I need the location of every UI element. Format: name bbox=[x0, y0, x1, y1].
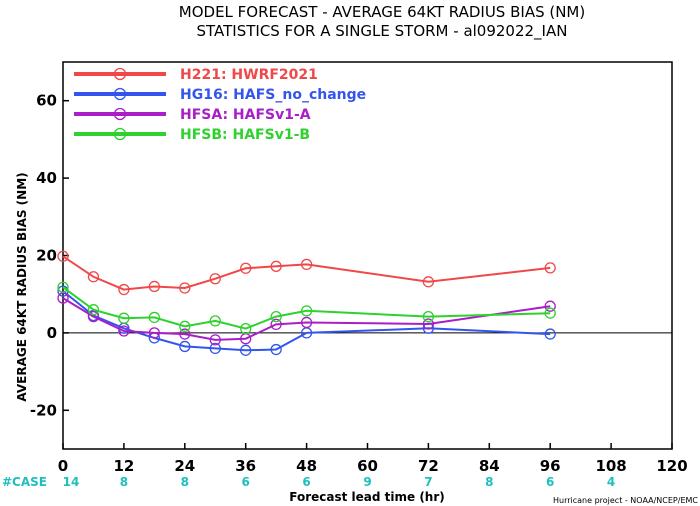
series-marker bbox=[240, 262, 252, 274]
series-marker bbox=[57, 292, 69, 304]
series-marker bbox=[179, 340, 191, 353]
series-marker bbox=[179, 320, 191, 332]
series-marker bbox=[57, 250, 69, 262]
x-tick-label: 72 bbox=[418, 457, 439, 475]
series-marker bbox=[422, 310, 435, 323]
y-tick-label: 60 bbox=[36, 92, 57, 110]
series-marker bbox=[300, 316, 313, 329]
legend-entry: HG16: HAFS_no_change bbox=[180, 87, 366, 103]
case-count: 6 bbox=[546, 475, 554, 489]
case-count: 8 bbox=[120, 475, 128, 489]
chart-title: MODEL FORECAST - AVERAGE 64KT RADIUS BIA… bbox=[179, 3, 585, 21]
series-marker bbox=[148, 327, 161, 339]
series-marker bbox=[300, 258, 313, 271]
series-marker bbox=[209, 342, 221, 355]
series-marker bbox=[87, 310, 100, 323]
series-marker bbox=[118, 312, 130, 324]
series-marker bbox=[148, 280, 161, 293]
case-label: #CASE bbox=[2, 475, 47, 489]
x-tick-label: 96 bbox=[540, 457, 561, 475]
series-marker bbox=[422, 276, 435, 288]
x-tick-label: 24 bbox=[174, 457, 195, 475]
series-marker bbox=[270, 260, 282, 272]
x-axis-label: Forecast lead time (hr) bbox=[289, 490, 445, 504]
series-marker bbox=[148, 311, 161, 324]
legend-entry: HFSA: HAFSv1-A bbox=[180, 107, 311, 123]
credit-text: Hurricane project - NOAA/NCEP/EMC bbox=[553, 496, 698, 505]
series-marker bbox=[209, 315, 221, 327]
y-tick-label: 40 bbox=[36, 169, 57, 187]
x-tick-label: 48 bbox=[296, 457, 317, 475]
series-marker bbox=[544, 300, 556, 312]
series-marker bbox=[87, 304, 100, 316]
series-marker bbox=[270, 310, 282, 323]
case-count: 4 bbox=[607, 475, 615, 489]
series-marker bbox=[240, 344, 252, 356]
legend-swatch-marker bbox=[113, 127, 127, 141]
series-marker bbox=[544, 307, 556, 319]
series-marker bbox=[209, 334, 221, 346]
case-count: 7 bbox=[424, 475, 432, 489]
series-marker bbox=[300, 305, 313, 317]
y-tick-label: -20 bbox=[30, 401, 57, 419]
series-marker bbox=[270, 343, 282, 356]
x-tick-label: 120 bbox=[656, 457, 687, 475]
series-marker bbox=[179, 282, 191, 294]
series-marker bbox=[118, 283, 130, 296]
x-tick-label: 84 bbox=[479, 457, 500, 475]
series-marker bbox=[87, 271, 100, 283]
y-tick-label: 20 bbox=[36, 247, 57, 265]
chart-subtitle: STATISTICS FOR A SINGLE STORM - al092022… bbox=[197, 22, 568, 41]
series-marker bbox=[422, 318, 435, 330]
series-line bbox=[62, 286, 551, 330]
x-tick-label: 0 bbox=[58, 457, 68, 475]
case-count: 14 bbox=[63, 475, 80, 489]
series-marker bbox=[209, 273, 221, 285]
series-marker bbox=[270, 318, 282, 331]
legend-swatch-marker bbox=[113, 107, 127, 121]
series-marker bbox=[179, 328, 191, 340]
series-marker bbox=[118, 325, 130, 337]
legend-entry: HFSB: HAFSv1-B bbox=[180, 127, 310, 143]
case-count: 8 bbox=[485, 475, 493, 489]
x-tick-label: 12 bbox=[113, 457, 134, 475]
series-marker bbox=[57, 281, 69, 293]
case-count: 8 bbox=[181, 475, 189, 489]
case-count: 6 bbox=[242, 475, 250, 489]
legend-swatch-marker bbox=[113, 87, 127, 101]
x-tick-label: 60 bbox=[357, 457, 378, 475]
plot-frame bbox=[62, 61, 673, 450]
x-tick-label: 108 bbox=[595, 457, 626, 475]
series-line bbox=[62, 255, 551, 291]
x-tick-label: 36 bbox=[235, 457, 256, 475]
legend-swatch-marker bbox=[113, 67, 127, 81]
y-axis-label: AVERAGE 64KT RADIUS BIAS (NM) bbox=[15, 172, 29, 401]
series-line bbox=[62, 290, 551, 352]
series-marker bbox=[544, 328, 556, 340]
series-marker bbox=[544, 262, 556, 274]
case-count: 6 bbox=[302, 475, 310, 489]
series-marker bbox=[240, 322, 252, 335]
series-line bbox=[62, 297, 551, 341]
legend-entry: H221: HWRF2021 bbox=[180, 67, 318, 83]
y-tick-label: 0 bbox=[47, 324, 57, 342]
case-count: 9 bbox=[363, 475, 371, 489]
